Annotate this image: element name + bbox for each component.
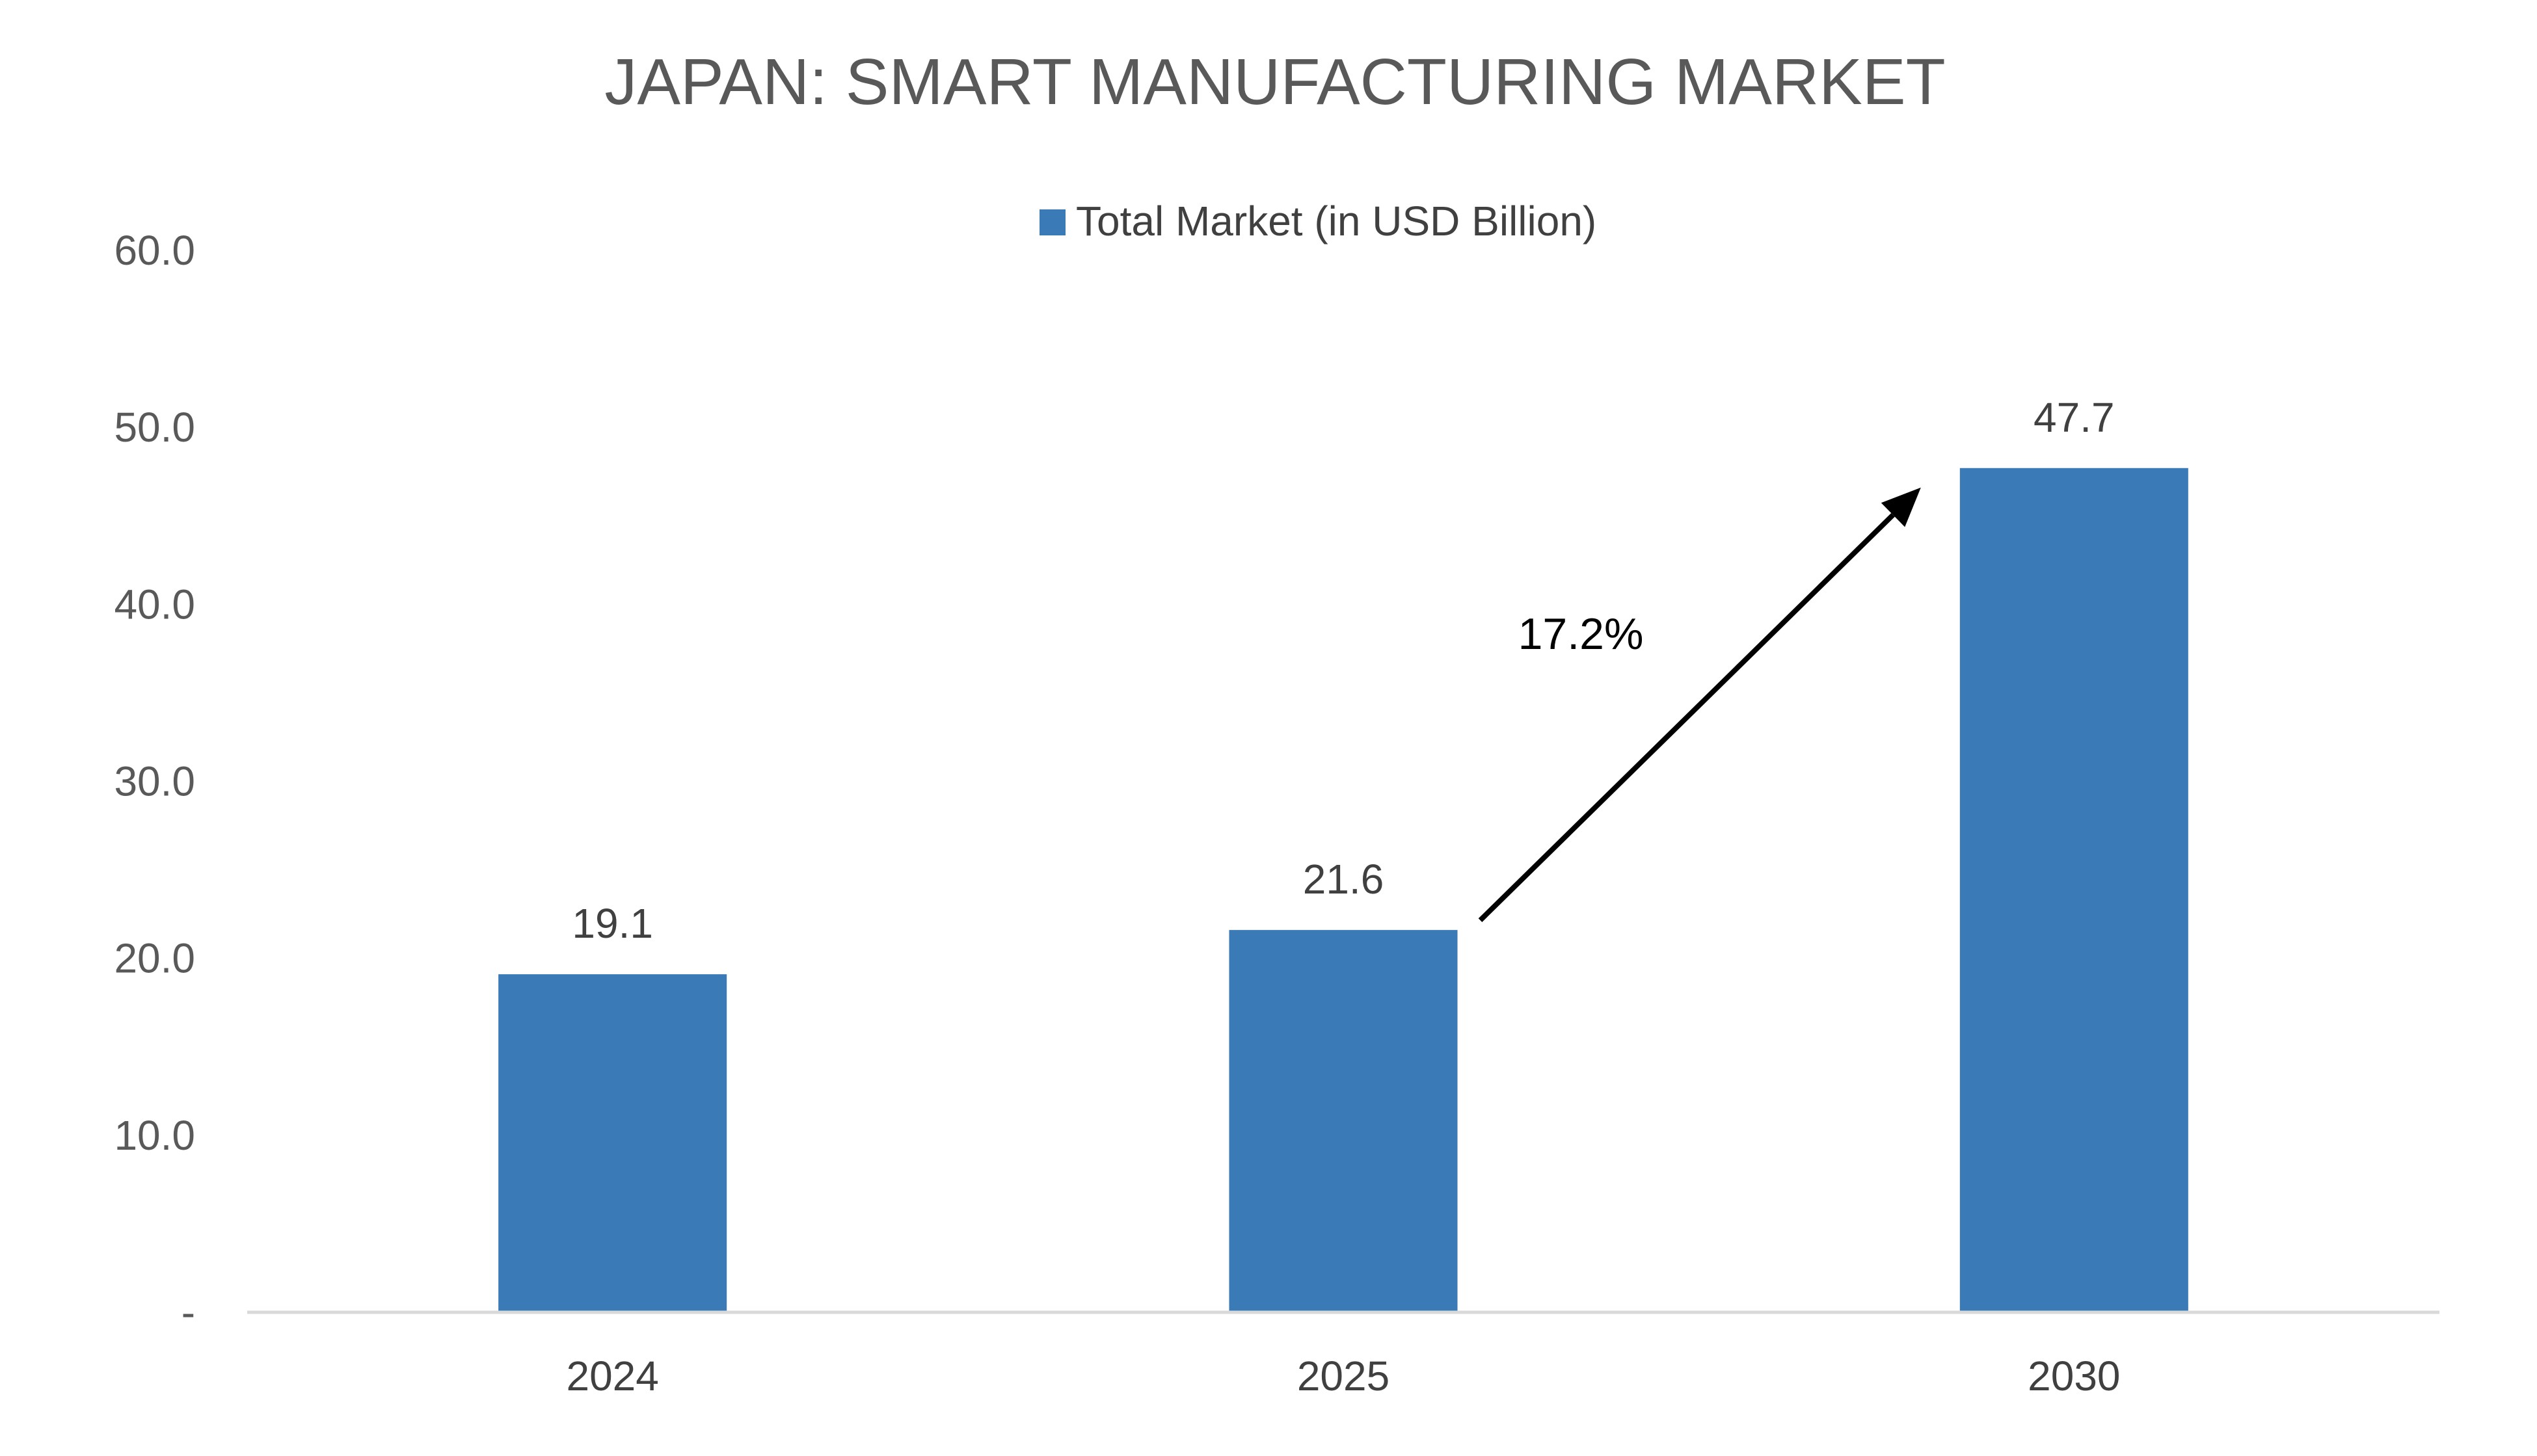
legend-swatch xyxy=(1040,209,1066,235)
y-tick-label: 30.0 xyxy=(114,758,195,805)
data-label-2024: 19.1 xyxy=(572,900,653,947)
data-labels: 19.1 21.6 47.7 xyxy=(572,394,2114,947)
legend-label: Total Market (in USD Billion) xyxy=(1076,198,1596,245)
y-tick-label: 10.0 xyxy=(114,1112,195,1159)
x-axis: 2024 2025 2030 xyxy=(566,1353,2120,1399)
data-label-2030: 47.7 xyxy=(2034,394,2115,441)
y-tick-label: 60.0 xyxy=(114,227,195,274)
x-tick-label-2025: 2025 xyxy=(1297,1353,1389,1399)
y-tick-label: 50.0 xyxy=(114,404,195,451)
growth-arrow-line xyxy=(1478,512,1895,922)
y-tick-label: 20.0 xyxy=(114,935,195,982)
bars xyxy=(498,468,2188,1312)
x-tick-label-2030: 2030 xyxy=(2028,1353,2120,1399)
data-label-2025: 21.6 xyxy=(1303,856,1384,903)
growth-arrow-head xyxy=(1881,487,1921,527)
chart-title: JAPAN: SMART MANUFACTURING MARKET xyxy=(604,46,1945,118)
y-axis: - 10.0 20.0 30.0 40.0 50.0 60.0 xyxy=(114,227,195,1336)
growth-annotation: 17.2% xyxy=(1478,487,1921,922)
legend: Total Market (in USD Billion) xyxy=(1040,198,1596,245)
growth-rate-label: 17.2% xyxy=(1518,609,1644,659)
bar-2025 xyxy=(1229,930,1458,1312)
bar-2024 xyxy=(498,974,727,1312)
bar-2030 xyxy=(1959,468,2188,1312)
x-tick-label-2024: 2024 xyxy=(566,1353,658,1399)
y-tick-label: - xyxy=(181,1289,195,1336)
y-tick-label: 40.0 xyxy=(114,581,195,628)
